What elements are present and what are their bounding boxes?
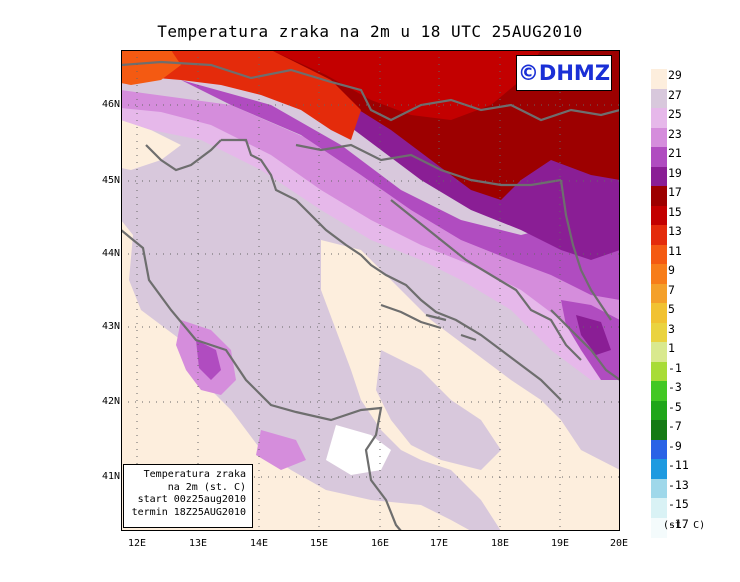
legend-label: 23 xyxy=(668,126,682,141)
legend-label: -11 xyxy=(668,458,689,472)
legend-swatch xyxy=(651,127,667,148)
legend-unit: (st. C) xyxy=(663,520,706,531)
lon-label-20e: 20E xyxy=(609,538,629,549)
legend-label: -17 xyxy=(668,516,689,531)
legend-swatch xyxy=(651,517,667,538)
legend-swatch xyxy=(651,400,667,421)
legend-label: 29 xyxy=(668,68,682,82)
coastline-inner xyxy=(145,139,222,172)
legend-swatch xyxy=(651,439,667,460)
legend-swatch xyxy=(651,361,667,382)
lon-label-18e: 18E xyxy=(490,538,510,549)
legend-swatch xyxy=(651,88,667,109)
legend-label: 1 xyxy=(668,341,675,355)
info-box: Temperatura zraka na 2m (st. C) start 00… xyxy=(123,464,253,528)
legend-swatch xyxy=(651,69,667,89)
balkan-south-dark xyxy=(576,315,611,355)
legend-label: 17 xyxy=(668,185,682,199)
map-title: Temperatura zraka na 2m u 18 UTC 25AUG20… xyxy=(157,22,583,41)
italy-mountains-2 xyxy=(196,340,221,380)
lat-label-46n: 46N xyxy=(101,99,120,110)
border-serbia xyxy=(559,179,612,321)
coastline-istria xyxy=(221,138,562,401)
legend-swatch xyxy=(651,205,667,226)
warm-zone-north-west xyxy=(121,120,181,170)
legend-swatch xyxy=(651,459,667,479)
warm-zone-center xyxy=(376,350,501,470)
legend-label: 25 xyxy=(668,107,682,121)
hot-spot-sea xyxy=(326,425,391,475)
lon-label-17e: 17E xyxy=(429,538,449,549)
coastline-italy xyxy=(121,229,402,531)
border-croatia-inner xyxy=(295,143,562,187)
legend-swatch xyxy=(651,186,667,206)
lat-label-44n: 44N xyxy=(101,248,120,259)
legend-label: -7 xyxy=(668,419,682,433)
legend-swatch xyxy=(651,264,667,284)
legend-label: 19 xyxy=(668,165,682,180)
lon-label-15e: 15E xyxy=(309,538,329,549)
lon-label-12e: 12E xyxy=(127,538,147,549)
lat-label-41n: 41N xyxy=(101,471,120,482)
legend-label: 27 xyxy=(668,87,682,102)
legend-label: -15 xyxy=(668,497,689,511)
legend-swatch xyxy=(651,108,667,128)
legend-label: 3 xyxy=(668,321,675,336)
legend-label: -1 xyxy=(668,360,682,375)
legend-swatch xyxy=(651,498,667,518)
legend-label: 9 xyxy=(668,263,675,277)
italy-mountains-3 xyxy=(256,430,306,470)
legend-label: 13 xyxy=(668,224,682,238)
lat-label-43n: 43N xyxy=(101,321,120,332)
border-montenegro xyxy=(550,309,620,381)
legend-label: 7 xyxy=(668,282,675,297)
legend-swatch xyxy=(651,147,667,167)
band-21 xyxy=(181,80,620,300)
band-15 xyxy=(271,50,541,120)
legend-swatch xyxy=(651,283,667,304)
lat-label-42n: 42N xyxy=(101,396,120,407)
legend-swatch xyxy=(651,342,667,362)
legend-swatch xyxy=(651,225,667,245)
legend-label: -5 xyxy=(668,399,682,414)
lon-label-14e: 14E xyxy=(249,538,269,549)
warm-zone-italy-coast xyxy=(121,220,471,531)
info-line-3: start 00z25aug2010 xyxy=(137,494,246,505)
legend-swatch xyxy=(651,420,667,440)
border-bosnia xyxy=(390,199,582,361)
info-line-4: termin 18Z25AUG2010 xyxy=(131,506,246,518)
band-11 xyxy=(121,50,181,85)
legend-label: -9 xyxy=(668,438,682,453)
legend-swatch xyxy=(651,478,667,499)
legend-swatch xyxy=(651,381,667,401)
legend-swatch xyxy=(651,166,667,187)
legend-label: 21 xyxy=(668,146,682,160)
coastlines xyxy=(121,60,620,531)
warm-zone-adriatic-south xyxy=(321,240,620,531)
legend-label: -3 xyxy=(668,380,682,394)
border-north xyxy=(121,60,620,122)
legend-label: 11 xyxy=(668,243,682,258)
temperature-map xyxy=(121,50,620,531)
islands xyxy=(380,303,477,342)
legend-swatch xyxy=(651,303,667,323)
lat-label-45n: 45N xyxy=(101,175,120,186)
dhmz-logo: ©DHMZ xyxy=(516,55,612,91)
legend-label: -13 xyxy=(668,477,689,492)
legend-label: 5 xyxy=(668,302,675,316)
legend-swatch xyxy=(651,322,667,343)
info-line-2: na 2m (st. C) xyxy=(167,481,246,493)
legend-swatch xyxy=(651,244,667,265)
lon-label-19e: 19E xyxy=(550,538,570,549)
lon-label-13e: 13E xyxy=(188,538,208,549)
lon-label-16e: 16E xyxy=(370,538,390,549)
legend-label: 15 xyxy=(668,204,682,219)
info-line-1: Temperatura zraka xyxy=(143,469,246,480)
band-25 xyxy=(121,90,620,380)
